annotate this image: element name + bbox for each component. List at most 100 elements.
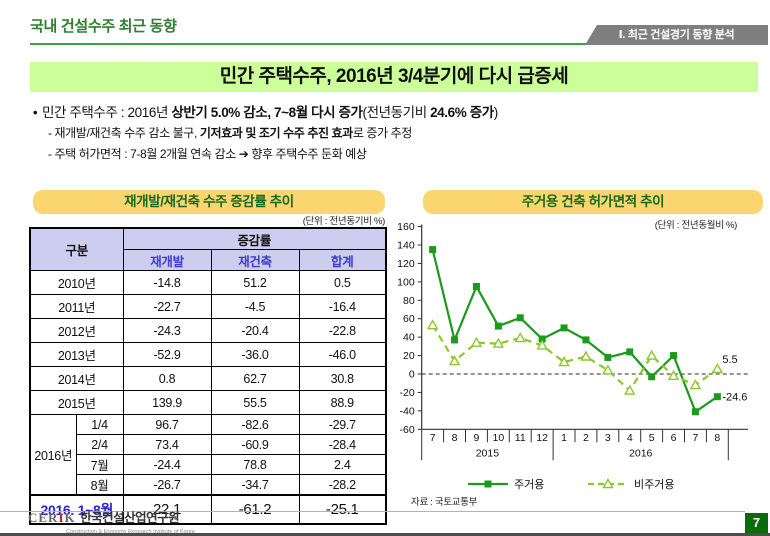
svg-text:140: 140 <box>397 239 415 251</box>
table-cell: -60.9 <box>210 434 300 455</box>
svg-text:0: 0 <box>409 369 415 381</box>
svg-text:9: 9 <box>474 432 480 444</box>
table-cell: 139.9 <box>122 390 212 415</box>
svg-text:80: 80 <box>403 295 415 307</box>
table-cell: -24.3 <box>122 318 212 343</box>
table-cell: -22.7 <box>122 294 212 319</box>
table-row: 2011년 -22.7 -4.5 -16.4 <box>29 294 387 319</box>
bullet-dot: • <box>32 105 38 120</box>
svg-text:120: 120 <box>397 258 415 270</box>
svg-text:160: 160 <box>397 221 415 233</box>
svg-text:비주거용: 비주거용 <box>634 478 674 491</box>
bullet-text-bold: 상반기 5.0% 감소 <box>171 105 268 120</box>
summary-bullets: • 민간 주택수주 : 2016년 상반기 5.0% 감소, 7~8월 다시 증가… <box>28 103 744 164</box>
svg-text:2: 2 <box>583 432 589 444</box>
table-cell: -61.2 <box>210 494 300 525</box>
institute-name: 한국건설산업연구원 <box>80 511 180 525</box>
page-title: 국내 건설수주 최근 동향 <box>30 18 177 35</box>
table-cell: -34.7 <box>210 474 300 496</box>
row-label: 2015년 <box>29 390 124 415</box>
table-cell: 2.4 <box>298 454 387 475</box>
row-sublabel: 8월 <box>75 474 124 496</box>
table-cell: -25.1 <box>298 494 387 525</box>
svg-text:8: 8 <box>714 432 720 444</box>
total-row-label: 2016. 1~8월 <box>29 494 124 525</box>
table-total-row: 2016. 1~8월 22.1 -61.2 -25.1 <box>29 494 387 525</box>
table-cell: 62.7 <box>210 366 300 391</box>
table-row: 2016년 1/4 96.7 -82.6 -29.7 <box>29 414 387 496</box>
svg-text:-20: -20 <box>400 387 415 399</box>
growth-rate-table: 구분 증감률 재개발 재건축 합계 2010년 -14.8 51.2 0.5 2… <box>29 227 387 525</box>
table-cell: 73.4 <box>122 434 212 455</box>
col-header-rebuild: 재건축 <box>210 249 300 271</box>
table-cell: -46.0 <box>298 342 387 367</box>
bullet-text: ) <box>493 105 499 120</box>
bullet-text: (전년동기비 <box>362 105 431 120</box>
table-row: 2010년 -14.8 51.2 0.5 <box>29 270 387 295</box>
chart-unit-label: (단위 : 전년동월비 %) <box>654 220 738 231</box>
chart-source: 자료 : 국토교통부 <box>411 497 478 508</box>
table-cell: -26.7 <box>122 474 212 496</box>
table-row: 2/4 73.4 -60.9 -28.4 <box>30 434 387 455</box>
svg-text:4: 4 <box>627 432 633 444</box>
table-header-row-2: 재개발 재건축 합계 <box>30 249 387 271</box>
table-row: 2012년 -24.3 -20.4 -22.8 <box>29 318 387 343</box>
svg-text:7: 7 <box>430 432 436 444</box>
svg-text:주거용: 주거용 <box>514 478 544 491</box>
arrow-icon: ➔ <box>238 147 249 161</box>
table-cell: -82.6 <box>210 414 300 435</box>
bullet-text-bold: 24.6% 증가 <box>430 105 494 120</box>
svg-text:-40: -40 <box>400 405 415 417</box>
col-span-header: 증감률 <box>122 227 387 250</box>
row-label: 2011년 <box>29 294 124 319</box>
table-cell: 0.8 <box>122 366 212 391</box>
bullet-text: - 재개발/재건축 수주 감소 불구, <box>48 126 200 140</box>
section-tab: Ⅰ. 최근 건설경기 동향 분석 <box>585 25 768 45</box>
svg-text:8: 8 <box>452 432 458 444</box>
bullet-text: 로 증가 추정 <box>352 126 412 140</box>
bullet-line-1: • 민간 주택수주 : 2016년 상반기 5.0% 감소, 7~8월 다시 증가… <box>28 103 744 122</box>
chart-section-title: 주거용 건축 허가면적 추이 <box>423 190 763 214</box>
table-cell: -4.5 <box>210 294 300 319</box>
table-cell: 30.8 <box>298 366 387 391</box>
svg-text:6: 6 <box>671 432 677 444</box>
table-cell: -29.7 <box>298 414 387 435</box>
table-row: 7월 -24.4 78.8 2.4 <box>30 454 387 475</box>
table-cell: 88.9 <box>298 390 387 415</box>
table-cell: 51.2 <box>210 270 300 295</box>
row-label: 2012년 <box>29 318 124 343</box>
table-cell: -28.4 <box>298 434 387 455</box>
svg-text:7: 7 <box>693 432 699 444</box>
table-cell: 22.1 <box>122 494 212 525</box>
svg-text:12: 12 <box>536 432 548 444</box>
table-row: 2015년 139.9 55.5 88.9 <box>29 390 387 415</box>
table-cell: -52.9 <box>122 342 212 367</box>
row-group-label: 2016년 <box>29 414 77 496</box>
row-label: 2010년 <box>29 270 124 295</box>
table-row: 8월 -26.7 -34.7 -28.2 <box>30 474 387 496</box>
table-cell: -24.4 <box>122 454 212 475</box>
row-sublabel: 1/4 <box>75 414 124 435</box>
table-cell: -14.8 <box>122 270 212 295</box>
table-cell: 0.5 <box>298 270 387 295</box>
table-header-row-1: 구분 증감률 <box>29 227 387 271</box>
table-cell: 96.7 <box>122 414 212 435</box>
row-sublabel: 2/4 <box>75 434 124 455</box>
svg-text:2016: 2016 <box>629 447 653 459</box>
svg-text:20: 20 <box>403 350 415 362</box>
svg-text:-60: -60 <box>400 424 415 436</box>
svg-text:-24.6: -24.6 <box>722 392 747 404</box>
col-group-header: 구분 <box>29 227 124 271</box>
page-number: 7 <box>745 513 768 533</box>
col-header-redev: 재개발 <box>122 249 212 271</box>
svg-text:1: 1 <box>561 432 567 444</box>
table-cell: 55.5 <box>210 390 300 415</box>
row-label: 2013년 <box>29 342 124 367</box>
table-cell: 78.8 <box>210 454 300 475</box>
table-row: 2013년 -52.9 -36.0 -46.0 <box>29 342 387 367</box>
svg-text:11: 11 <box>515 432 526 444</box>
bullet-line-2: - 재개발/재건축 수주 감소 불구, 기저효과 및 조기 수주 추진 효과로 … <box>48 124 744 143</box>
svg-text:5.5: 5.5 <box>722 354 737 366</box>
